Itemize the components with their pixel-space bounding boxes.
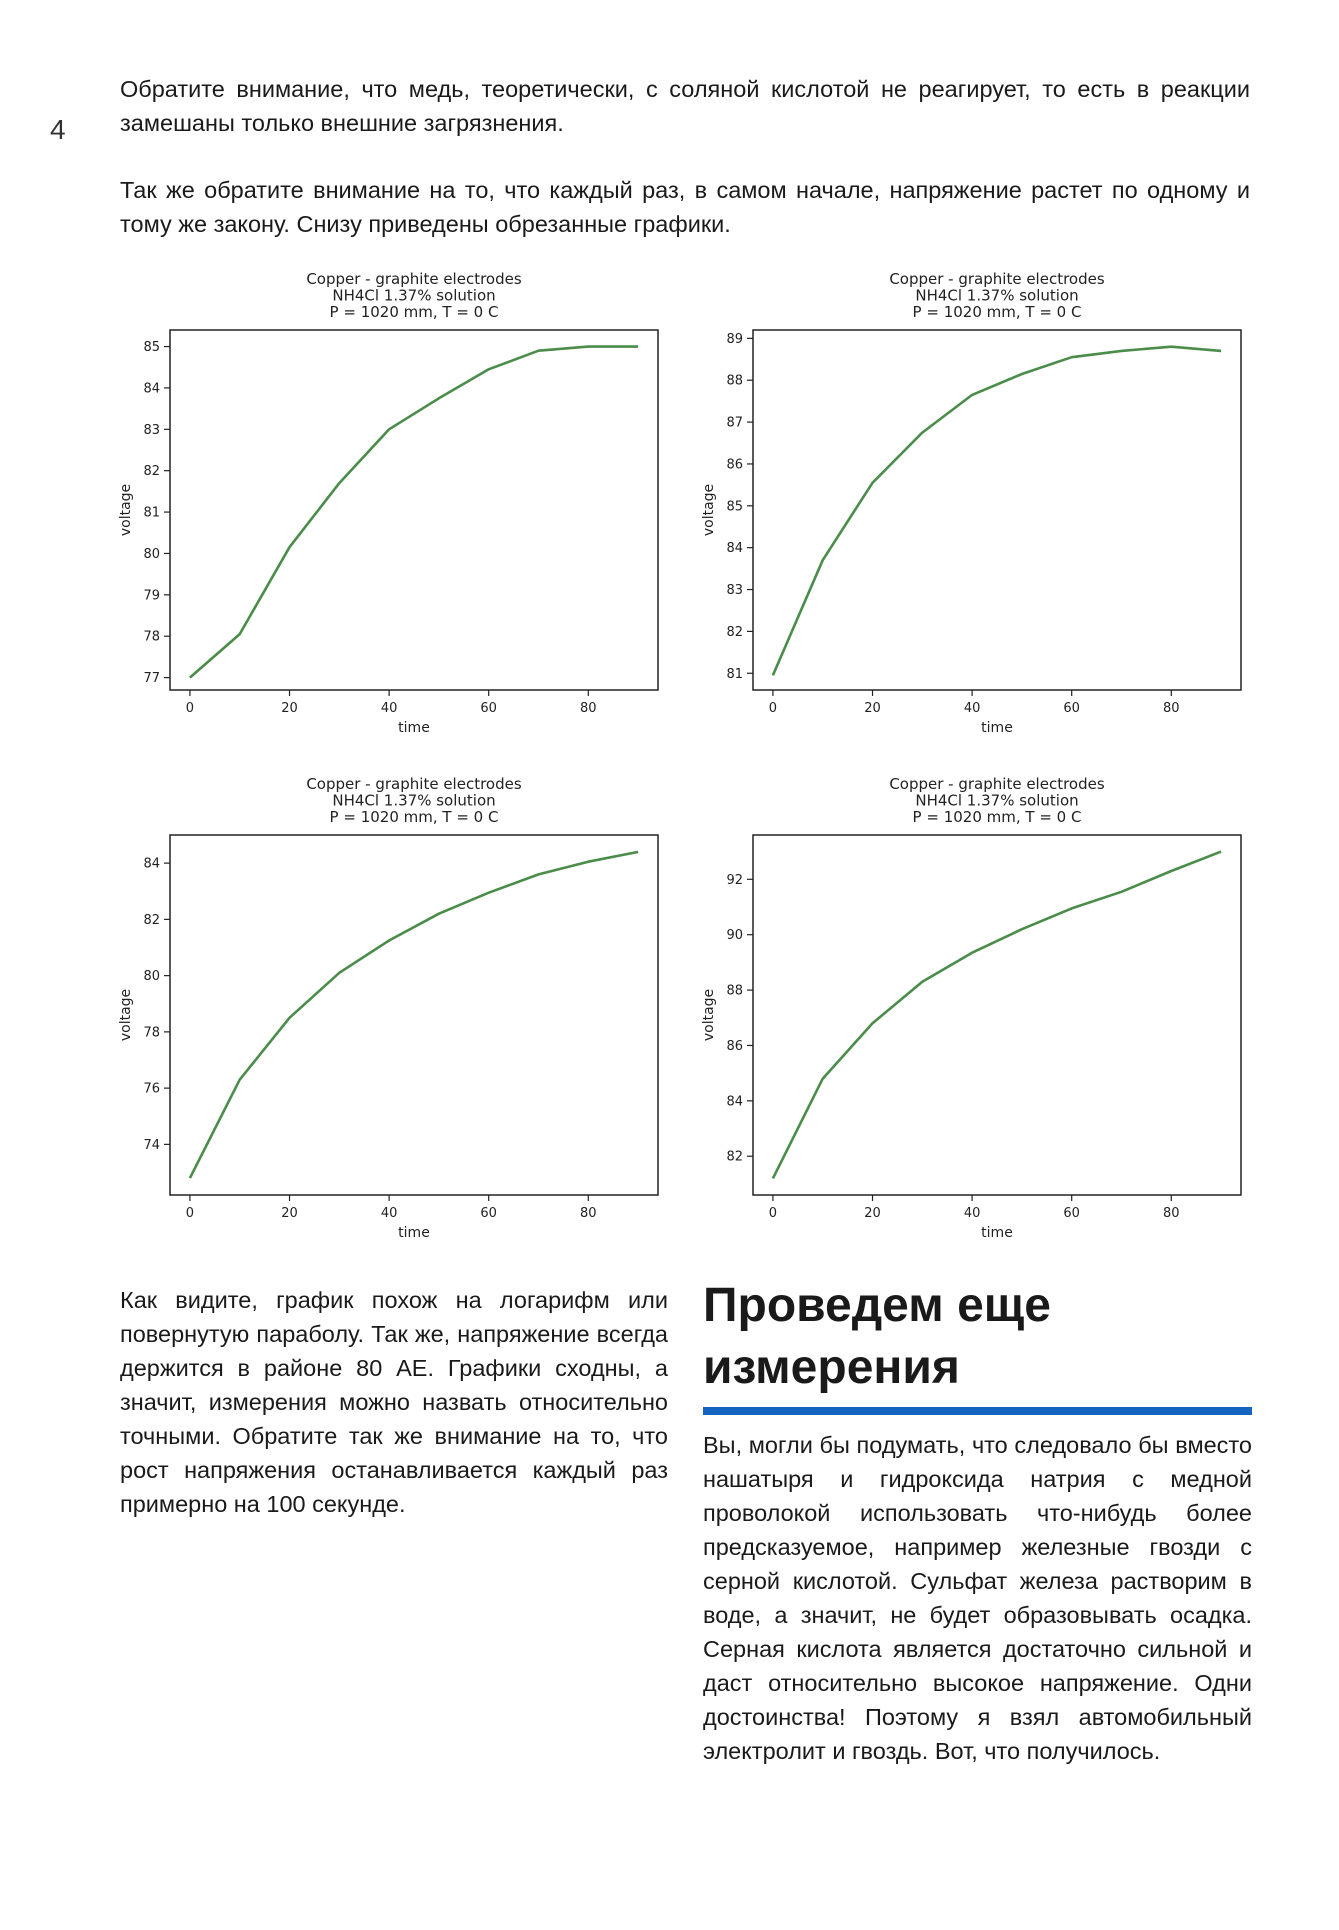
voltage-chart-3: Copper - graphite electrodes NH4Cl 1.37% … [110,770,670,1270]
chart-title-line: NH4Cl 1.37% solution [915,287,1078,305]
plot-frame [752,329,1242,691]
page-number: 4 [50,114,66,145]
plot-frame [169,329,659,691]
y-tick-label: 83 [143,423,160,438]
x-tick-label: 60 [480,701,497,716]
x-tick-label: 20 [281,701,298,716]
voltage-series-line [771,850,1222,1179]
voltage-series-line [188,850,639,1179]
y-tick-label: 82 [143,464,160,479]
chart-title-line: P = 1020 mm, T = 0 C [913,808,1082,826]
x-tick-label: 60 [1063,701,1080,716]
x-axis-label: time [981,720,1013,736]
section-heading: Проведем еще измерения [703,1279,1051,1394]
y-tick-label: 84 [726,541,743,556]
chart-title-line: NH4Cl 1.37% solution [915,792,1078,810]
chart-title-line: Copper - graphite electrodes [889,775,1105,793]
voltage-chart-1: Copper - graphite electrodes NH4Cl 1.37% … [110,265,670,765]
y-tick-label: 82 [726,625,743,640]
y-tick-label: 82 [726,1150,743,1165]
x-tick-label: 40 [964,701,981,716]
y-tick-label: 84 [726,1094,743,1109]
y-axis-label: voltage [701,484,717,536]
y-tick-label: 80 [143,547,160,562]
heading-accent-rule [703,1407,1252,1415]
y-tick-label: 90 [726,928,743,943]
y-tick-label: 89 [726,332,743,347]
y-axis-label: voltage [701,989,717,1041]
x-tick-label: 0 [769,701,777,716]
x-tick-label: 60 [480,1206,497,1221]
chart-title-line: P = 1020 mm, T = 0 C [330,303,499,321]
x-tick-label: 60 [1063,1206,1080,1221]
x-tick-label: 40 [381,701,398,716]
x-tick-label: 20 [864,1206,881,1221]
section-paragraph: Вы, могли бы подумать, что следовало бы … [703,1432,1252,1764]
x-tick-label: 40 [381,1206,398,1221]
y-tick-label: 86 [726,457,743,472]
y-tick-label: 80 [143,969,160,984]
y-tick-label: 81 [143,506,160,521]
x-tick-label: 80 [1163,1206,1180,1221]
x-axis-label: time [981,1225,1013,1241]
analysis-paragraph: Как видите, график похож на логарифм или… [120,1287,668,1517]
x-tick-label: 80 [580,701,597,716]
y-tick-label: 92 [726,873,743,888]
y-tick-label: 84 [143,857,160,872]
x-tick-label: 20 [281,1206,298,1221]
x-tick-label: 0 [186,1206,194,1221]
chart-title-line: P = 1020 mm, T = 0 C [913,303,1082,321]
y-tick-label: 82 [143,913,160,928]
chart-title-line: P = 1020 mm, T = 0 C [330,808,499,826]
intro-paragraph-2: Так же обратите внимание на то, что кажд… [120,177,1250,237]
x-tick-label: 40 [964,1206,981,1221]
chart-title-line: Copper - graphite electrodes [889,270,1105,288]
intro-paragraph-1: Обратите внимание, что медь, теоретическ… [120,76,1250,136]
chart-title-line: NH4Cl 1.37% solution [332,287,495,305]
y-axis-label: voltage [118,989,134,1041]
x-tick-label: 80 [1163,701,1180,716]
y-tick-label: 86 [726,1039,743,1054]
chart-title-line: Copper - graphite electrodes [306,775,522,793]
x-tick-label: 0 [186,701,194,716]
x-tick-label: 0 [769,1206,777,1221]
plot-frame [752,834,1242,1196]
voltage-series-line [771,345,1222,676]
y-tick-label: 76 [143,1082,160,1097]
voltage-chart-2: Copper - graphite electrodes NH4Cl 1.37% … [693,265,1253,765]
y-tick-label: 81 [726,667,743,682]
y-tick-label: 88 [726,984,743,999]
x-axis-label: time [398,1225,430,1241]
chart-title-line: NH4Cl 1.37% solution [332,792,495,810]
x-tick-label: 80 [580,1206,597,1221]
y-tick-label: 85 [726,499,743,514]
y-tick-label: 84 [143,381,160,396]
y-tick-label: 79 [143,588,160,603]
y-axis-label: voltage [118,484,134,536]
y-tick-label: 78 [143,630,160,645]
voltage-chart-4: Copper - graphite electrodes NH4Cl 1.37% … [693,770,1253,1270]
y-tick-label: 74 [143,1138,160,1153]
x-tick-label: 20 [864,701,881,716]
y-tick-label: 83 [726,583,743,598]
plot-frame [169,834,659,1196]
y-tick-label: 85 [143,340,160,355]
y-tick-label: 87 [726,416,743,431]
y-tick-label: 88 [726,374,743,389]
x-axis-label: time [398,720,430,736]
y-tick-label: 77 [143,671,160,686]
voltage-series-line [189,345,639,679]
y-tick-label: 78 [143,1025,160,1040]
chart-title-line: Copper - graphite electrodes [306,270,522,288]
